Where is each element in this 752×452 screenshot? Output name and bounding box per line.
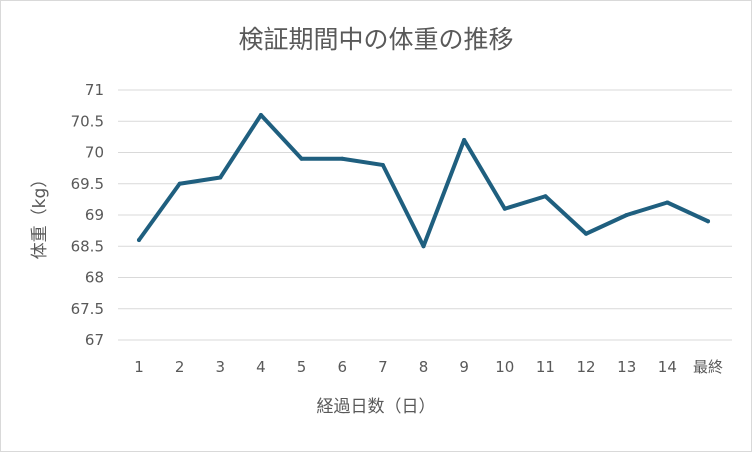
series-layer: [137, 113, 710, 249]
x-tick-label: 1: [134, 358, 144, 376]
y-tick-label: 67: [85, 331, 104, 349]
data-point: [177, 181, 182, 186]
data-point: [421, 244, 426, 249]
x-tick-label: 3: [216, 358, 226, 376]
x-tick-label: 10: [495, 358, 514, 376]
gridlines: [118, 89, 732, 341]
data-point: [299, 156, 304, 161]
x-tick-label: 7: [378, 358, 388, 376]
y-tick-label: 70.5: [71, 112, 104, 130]
x-axis-title: 経過日数（日）: [317, 397, 436, 417]
data-point: [340, 156, 345, 161]
y-tick-label: 71: [85, 81, 104, 99]
data-point: [706, 219, 710, 224]
series-line: [137, 113, 710, 249]
data-point: [462, 138, 467, 142]
data-point: [502, 206, 507, 211]
x-tick-label: 13: [617, 358, 636, 376]
x-tick-label: 9: [459, 358, 469, 376]
chart-title: 検証期間中の体重の推移: [238, 25, 513, 54]
data-point: [665, 200, 670, 205]
y-axis-ticks: 67 67.5 68 68.5 69 69.5 70 70.5 71: [71, 81, 104, 349]
data-point: [380, 163, 385, 167]
x-tick-label: 11: [536, 358, 555, 376]
y-tick-label: 69: [85, 206, 104, 224]
data-point: [258, 113, 263, 117]
y-tick-label: 68: [85, 269, 104, 287]
data-point: [624, 213, 629, 217]
y-tick-label: 70: [85, 144, 104, 162]
x-tick-label: 12: [577, 358, 596, 376]
y-tick-label: 69.5: [71, 175, 104, 193]
x-tick-label: 5: [297, 358, 307, 376]
x-tick-label: 8: [419, 358, 429, 376]
y-tick-label: 67.5: [71, 300, 104, 318]
data-point: [543, 194, 548, 199]
y-axis-title: 体重（kg）: [30, 171, 50, 260]
data-point: [584, 231, 589, 236]
x-tick-label: 14: [658, 358, 677, 376]
x-tick-label: 4: [256, 358, 266, 376]
data-point: [218, 175, 223, 180]
y-tick-label: 68.5: [71, 237, 104, 255]
x-tick-label: 6: [337, 358, 347, 376]
data-point: [137, 238, 141, 242]
x-axis-ticks: 1 2 3 4 5 6 7 8 9 10 11 12 13 14 最終: [134, 358, 723, 376]
x-tick-label: 最終: [693, 358, 723, 376]
x-tick-label: 2: [175, 358, 185, 376]
